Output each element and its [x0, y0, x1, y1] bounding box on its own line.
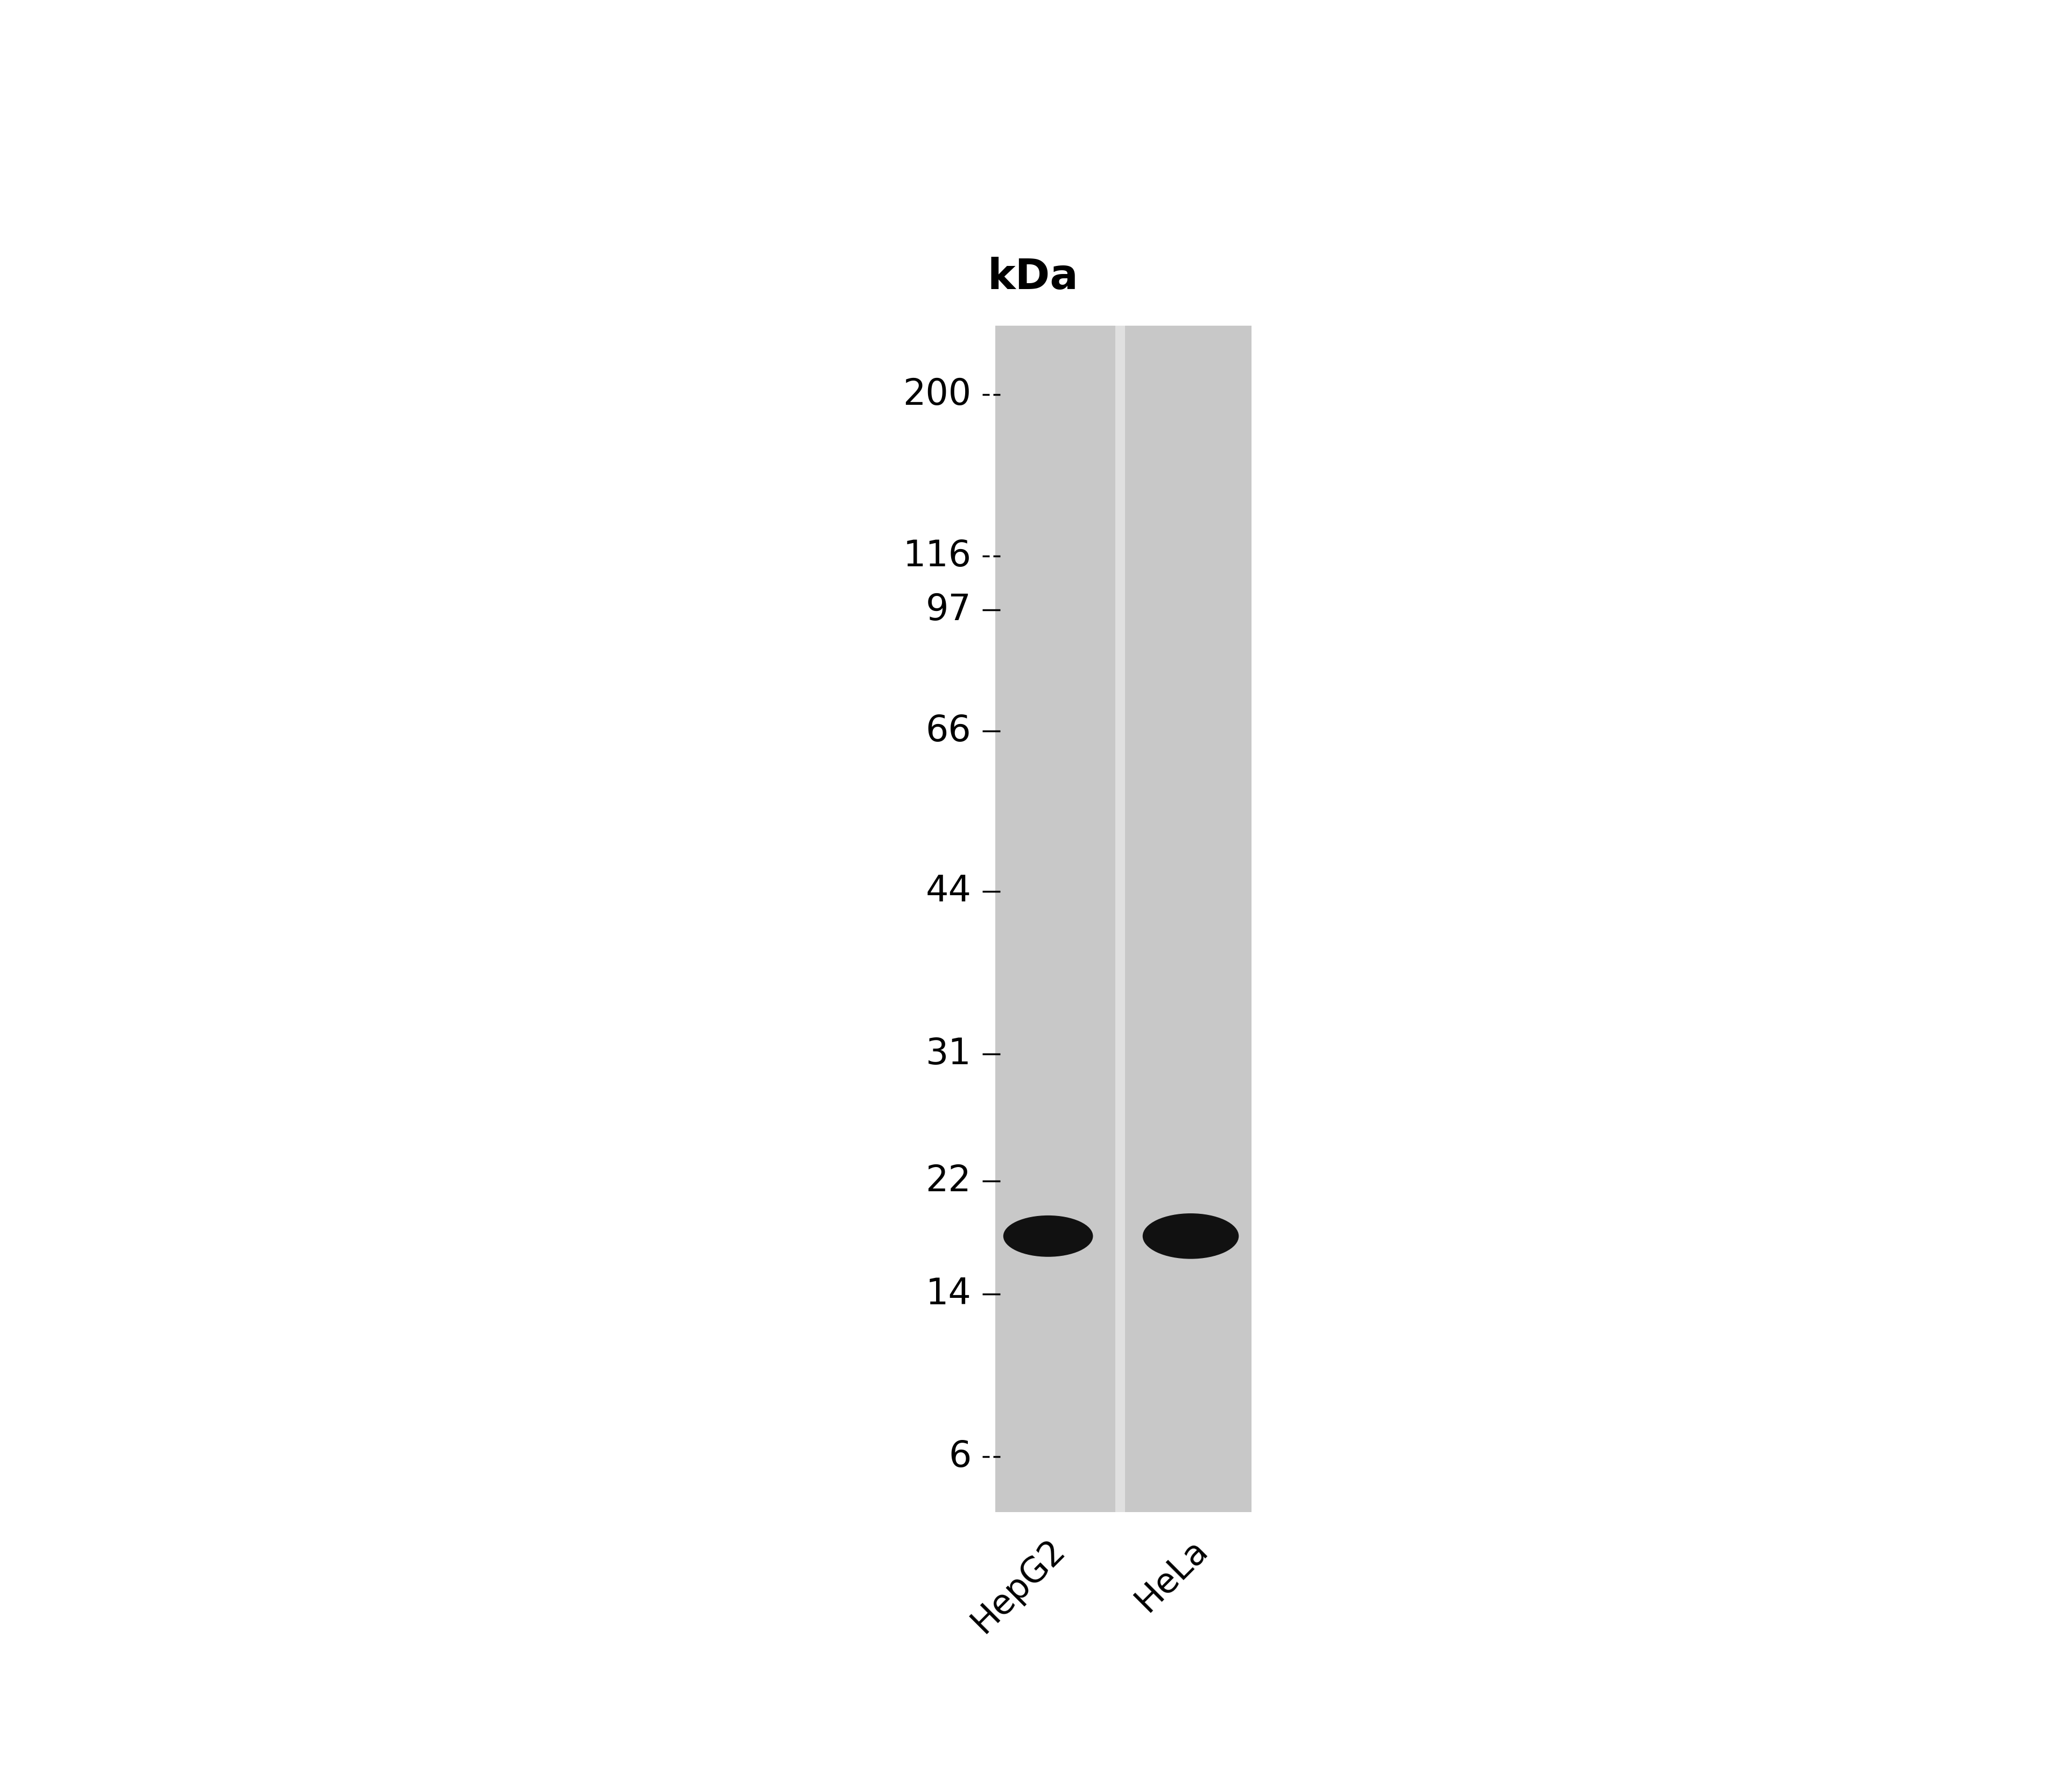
Text: 31: 31: [926, 1036, 971, 1072]
Text: HepG2: HepG2: [965, 1532, 1071, 1640]
Text: 97: 97: [926, 591, 971, 627]
Text: 66: 66: [926, 713, 971, 749]
Ellipse shape: [1002, 1215, 1093, 1256]
Text: HeLa: HeLa: [1129, 1532, 1213, 1618]
Ellipse shape: [1143, 1213, 1238, 1260]
Bar: [996, 326, 1116, 1512]
Bar: [1116, 326, 1124, 1512]
Text: 116: 116: [903, 538, 971, 573]
Text: kDa: kDa: [988, 256, 1079, 297]
Text: 200: 200: [903, 376, 971, 412]
Text: 14: 14: [926, 1276, 971, 1312]
Bar: [1124, 326, 1251, 1512]
Text: 6: 6: [949, 1439, 971, 1475]
Text: 22: 22: [926, 1163, 971, 1199]
Text: 44: 44: [926, 873, 971, 909]
